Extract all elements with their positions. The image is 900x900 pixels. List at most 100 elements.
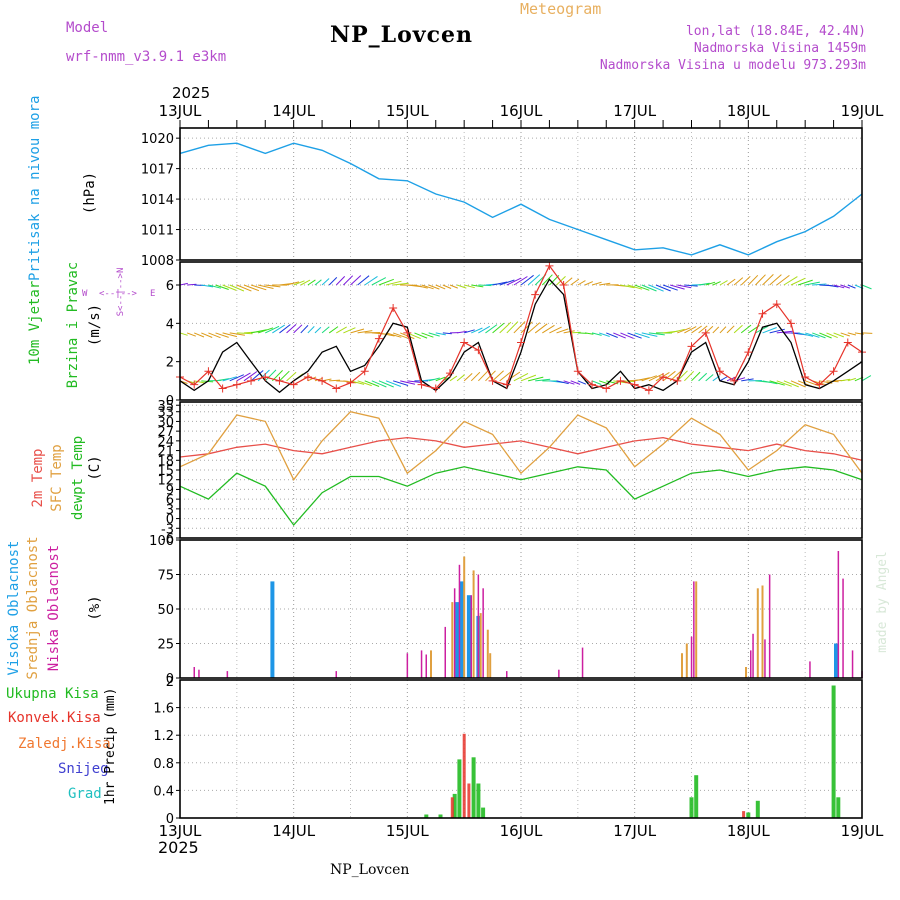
time-label-bottom: 15JUL [386,822,429,840]
wind-arrow [591,380,602,385]
wind-arrow [307,326,315,334]
total-precip-bar [755,800,760,819]
wind-arrow [513,321,526,334]
wind-arrow [598,332,610,337]
wind-arrow [805,281,820,286]
wind-arrow [229,374,244,382]
wind-arrow [328,326,339,334]
wind-arrow [208,284,222,289]
low-cloud-bar [458,564,461,678]
wind-arrow [378,380,394,388]
wind-arrow [840,378,851,382]
gust-marker [701,328,710,337]
wind-arrow [740,275,751,286]
y-tick-label: 35 [157,399,174,414]
wind-arrow [712,326,720,334]
wind-arrow [414,332,428,339]
mid-cloud-bar [486,629,489,678]
high-cloud-bar [459,581,464,678]
legend-frz-precip: Zaledj.Kisa [18,736,111,752]
wind-arrow [812,283,827,286]
wind-arrow [719,280,728,286]
low-cloud-bar [335,671,337,678]
wind-arrow [499,279,515,286]
wind-arrow [321,278,330,286]
wind-arrow [449,375,458,382]
wind-arrow [520,321,533,334]
wind-arrow [705,374,714,382]
wind-arrow [194,332,205,338]
gust-marker [247,376,256,385]
wind-arrow [840,332,850,337]
panel-frame [179,539,863,679]
wind-arrow [250,329,267,334]
wind-arrow [620,284,635,289]
y-tick-label: 15 [157,464,174,479]
y-tick-label: 1.6 [153,702,174,717]
low-cloud-bar [809,661,811,678]
mid-cloud-bar [695,581,698,678]
y-tick-label: 0 [166,812,174,827]
wind-arrow [805,332,820,338]
low-cloud-bar [226,671,229,678]
low-cloud-bar [842,578,844,678]
wind-arrow [492,281,508,286]
wind-arrow [826,284,839,288]
wind-arrow [783,380,799,388]
wind-arrow [435,332,446,336]
wind-arrow [265,325,280,334]
time-label-bottom: 18JUL [727,822,770,840]
gust-marker [303,373,312,381]
wind-arrow [733,377,746,382]
gust-marker [218,384,227,393]
wind-arrow [279,370,290,382]
wind-arrow [478,284,492,287]
wind-arrow [449,284,458,289]
wind-arrow [719,326,727,334]
wind-arrow [265,284,281,288]
wind-arrow [328,277,338,286]
time-label-top: 19JUL [841,102,884,120]
low-cloud-bar [482,588,484,678]
t2m-line [179,436,863,461]
y-tick-label: 6 [166,279,174,294]
conv-precip-bar [450,797,454,818]
wind-arrow [520,374,537,382]
wind-arrow [478,370,488,382]
wind-arrow [847,332,857,336]
wind-arrow [236,372,251,382]
y-tick-label: -6 [161,532,174,547]
wind-arrow [556,380,569,385]
wind-arrow [343,275,354,286]
wind-arrow [272,324,285,334]
gust-marker [687,342,696,351]
y-tick-label: 33 [157,406,174,421]
gust-marker [460,338,469,347]
low-cloud-bar [425,654,427,678]
wind-arrow [641,284,657,292]
wind-arrow [293,324,303,334]
gust-marker [531,290,540,299]
wind-arrow [797,279,813,286]
wind-arrow [740,324,752,334]
wind-arrow [684,284,698,287]
mid-cloud-bar [681,653,683,678]
wind-arrow [542,324,555,334]
total-precip-bar [836,797,841,818]
gust-marker [616,376,625,385]
y-tick-label: 0 [166,672,174,687]
legend-snow: Snijeg [58,761,109,777]
wind-arrow [670,328,685,334]
wind-arrow [648,284,664,292]
low-cloud-bar [193,667,195,678]
gust-marker [360,367,369,376]
wind-arrow [471,327,483,334]
gust-marker [758,309,767,318]
wind-arrow [186,332,196,337]
wind-arrow [357,330,373,334]
wind-arrow [819,332,832,339]
gust-marker [559,281,568,289]
y-tick-label: 1011 [141,224,174,239]
wind-arrow [229,284,245,292]
wind-arrow [492,322,505,334]
